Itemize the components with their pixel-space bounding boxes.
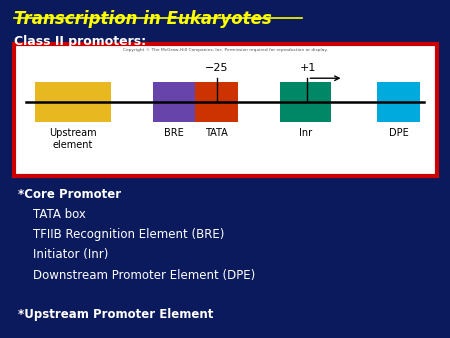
Text: Transcription in Eukaryotes: Transcription in Eukaryotes: [14, 10, 271, 28]
Text: TATA: TATA: [205, 128, 228, 138]
Text: Class II promoters:: Class II promoters:: [14, 35, 146, 48]
Bar: [14, 44, 436, 176]
Text: BRE: BRE: [164, 128, 184, 138]
Text: Downstream Promoter Element (DPE): Downstream Promoter Element (DPE): [18, 269, 255, 282]
Text: *Core Promoter: *Core Promoter: [18, 188, 121, 200]
Text: TFIIB Recognition Element (BRE): TFIIB Recognition Element (BRE): [18, 228, 225, 241]
Text: −25: −25: [205, 63, 228, 73]
Text: +1: +1: [299, 63, 315, 73]
Text: TATA box: TATA box: [18, 208, 86, 221]
Text: Inr: Inr: [299, 128, 312, 138]
Text: DPE: DPE: [388, 128, 408, 138]
Text: Copyright © The McGraw-Hill Companies, Inc. Permission required for reproduction: Copyright © The McGraw-Hill Companies, I…: [122, 48, 328, 52]
Bar: [280, 82, 331, 122]
Bar: [35, 82, 111, 122]
Text: *Upstream Promoter Element: *Upstream Promoter Element: [18, 308, 213, 320]
Bar: [195, 82, 238, 122]
Text: Initiator (Inr): Initiator (Inr): [18, 248, 108, 261]
Bar: [377, 82, 419, 122]
Bar: [153, 82, 195, 122]
Text: Upstream
element: Upstream element: [49, 128, 97, 150]
